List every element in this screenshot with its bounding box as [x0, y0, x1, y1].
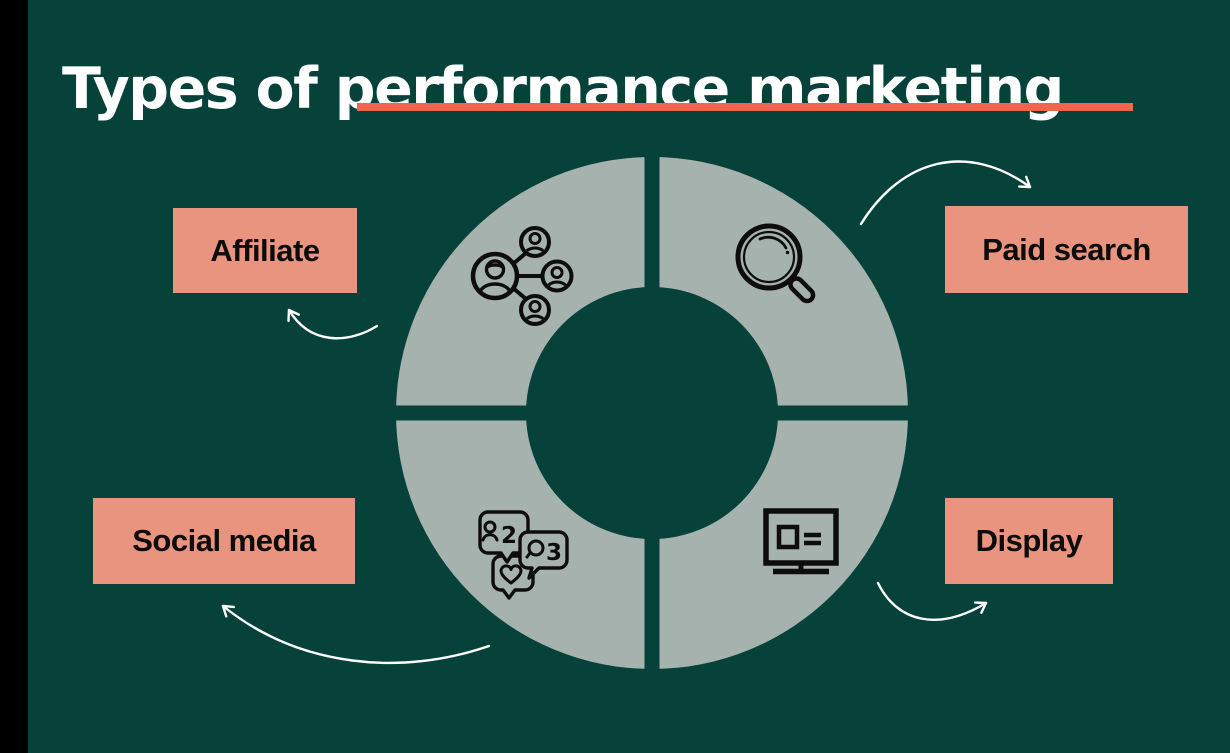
page-title: Types of performance marketing — [62, 56, 1064, 123]
arrow-to-social-media — [221, 604, 491, 665]
label-box-social-media: Social media — [93, 498, 355, 584]
heart-icon — [499, 564, 523, 585]
label-box-display: Display — [945, 498, 1113, 584]
label-social-media: Social media — [132, 523, 316, 558]
donut-ring — [389, 150, 915, 676]
affiliate-network-icon — [470, 226, 574, 326]
label-paid-search: Paid search — [982, 231, 1151, 267]
label-display: Display — [975, 523, 1083, 558]
comment-count-badge: 3 — [546, 540, 562, 566]
arrow-to-display — [876, 581, 988, 621]
label-box-affiliate: Affiliate — [173, 208, 357, 293]
social-bubbles-icon: 2 3 — [478, 510, 569, 600]
left-edge-bar — [0, 0, 28, 753]
people-count-badge: 2 — [501, 523, 517, 549]
arrow-to-paid-search — [859, 160, 1032, 226]
monitor-ad-icon — [763, 508, 839, 575]
label-box-paid-search: Paid search — [945, 206, 1188, 293]
label-affiliate: Affiliate — [210, 232, 320, 268]
magnifier-icon — [735, 223, 816, 304]
donut-hole — [526, 287, 778, 539]
comment-bubble-icon — [525, 539, 545, 559]
title-underline — [357, 103, 1133, 111]
person-badge-icon — [481, 520, 499, 542]
arrow-to-affiliate — [287, 308, 379, 340]
